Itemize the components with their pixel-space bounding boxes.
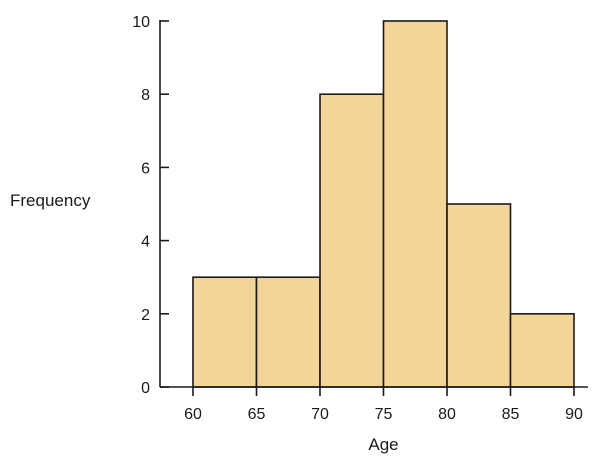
x-tick-label-75: 75 bbox=[375, 406, 393, 423]
x-tick-label-70: 70 bbox=[311, 406, 329, 423]
histogram-bar-70-75 bbox=[319, 93, 385, 388]
bars-group bbox=[192, 20, 575, 388]
axes-group bbox=[159, 20, 588, 388]
histogram-bar-75-80 bbox=[382, 20, 448, 388]
y-tick-label-10: 10 bbox=[132, 14, 150, 31]
y-tick-label-6: 6 bbox=[141, 160, 150, 177]
y-axis-ticks: 0 2 4 6 8 10 bbox=[132, 14, 169, 397]
histogram-bar-80-85 bbox=[446, 203, 512, 388]
y-tick-label-8: 8 bbox=[141, 87, 150, 104]
x-axis-title: Age bbox=[368, 435, 398, 454]
y-axis-title: Frequency bbox=[10, 191, 91, 210]
histogram-bar-65-70 bbox=[255, 276, 321, 388]
histogram-bar-60-65 bbox=[192, 276, 258, 388]
y-tick-label-4: 4 bbox=[141, 234, 150, 251]
x-tick-label-80: 80 bbox=[438, 406, 456, 423]
x-axis-ticks: 60 65 70 75 80 85 90 bbox=[184, 387, 583, 423]
x-tick-label-90: 90 bbox=[565, 406, 583, 423]
x-tick-label-65: 65 bbox=[248, 406, 266, 423]
y-tick-label-2: 2 bbox=[141, 307, 150, 324]
x-tick-label-60: 60 bbox=[184, 406, 202, 423]
y-tick-label-0: 0 bbox=[141, 380, 150, 397]
x-tick-label-85: 85 bbox=[502, 406, 520, 423]
histogram-bar-85-90 bbox=[509, 312, 575, 388]
